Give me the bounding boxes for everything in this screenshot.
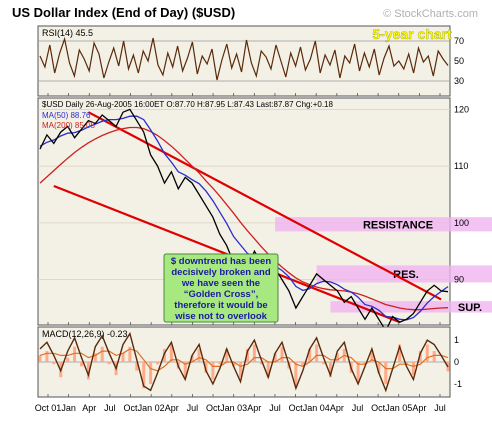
x-tick-label: Oct — [206, 403, 221, 413]
macd-line — [39, 331, 449, 393]
x-tick-label: Jan — [61, 403, 76, 413]
macd-tick-label: -1 — [454, 379, 462, 389]
x-tick-label: Apr — [330, 403, 344, 413]
rsi-y-axis: 30 50 70 — [454, 36, 464, 86]
legend-ma50: MA(50) 88.76 — [42, 111, 91, 120]
annotation-box — [163, 253, 279, 323]
zone-band — [330, 301, 492, 313]
rsi-panel-frame — [37, 25, 451, 97]
x-tick-label: Jan 02 — [138, 403, 165, 413]
x-tick-label: Jan 03 — [220, 403, 247, 413]
rsi-tick-label: 50 — [454, 56, 464, 66]
ma200-line — [39, 126, 449, 311]
macd-panel-title: MACD(12,26,9) -0.23 — [42, 329, 128, 339]
chart-title: US Dollar Index (End of Day) ($USD) — [12, 5, 235, 20]
x-tick-label: Jul — [352, 403, 364, 413]
x-axis: Oct 01 Jan Apr Jul Oct Jan 02 Apr Jul Oct Jan 03 A… — [35, 93, 446, 413]
rsi-reference-lines — [38, 40, 450, 82]
annotation-text-holder: $ downtrend has been decisively broken a… — [170, 256, 272, 322]
x-tick-label: Jul — [269, 403, 281, 413]
price-tick-label: 110 — [454, 161, 468, 171]
x-tick-label: Oct — [289, 403, 304, 413]
period-label: 5-year chart — [372, 26, 452, 42]
macd-panel: -1 0 1 MACD(12,26,9) -0.23 — [37, 326, 462, 398]
x-tick-label: Jan 04 — [303, 403, 330, 413]
macd-series — [38, 331, 450, 393]
rsi-series — [39, 36, 449, 81]
x-tick-label: Apr — [82, 403, 96, 413]
price-panel-title: $USD Daily 26-Aug-2005 16:00ET O:87.70 H… — [42, 100, 333, 109]
zone-band — [316, 265, 492, 283]
macd-tick-label: 1 — [454, 335, 459, 345]
rsi-tick-label: 70 — [454, 36, 464, 46]
annotation-text: $ downtrend has been decisively broken a… — [170, 256, 272, 322]
price-tick-label: 90 — [454, 275, 464, 285]
x-tick-label: Apr — [247, 403, 261, 413]
zone-label: RESISTANCE — [363, 219, 433, 231]
x-tick-label: Jul — [434, 403, 446, 413]
rsi-tick-label: 30 — [454, 76, 464, 86]
x-tick-label: Oct — [371, 403, 386, 413]
price-tick-label: 100 — [454, 218, 469, 228]
rsi-panel: RSI(14) 45.5 5-year chart 30 50 70 — [37, 25, 464, 97]
x-tick-label: Jan 05 — [385, 403, 412, 413]
watermark: © StockCharts.com — [383, 8, 478, 20]
x-tick-label: Jul — [187, 403, 199, 413]
rsi-line — [39, 36, 449, 81]
x-tick-label: Oct 01 — [35, 403, 62, 413]
x-tick-label: Apr — [165, 403, 179, 413]
price-y-axis: 90 100 110 120 — [454, 104, 469, 284]
x-tick-label: Apr — [412, 403, 426, 413]
zone-band — [275, 217, 492, 232]
macd-tick-label: 0 — [454, 357, 459, 367]
legend-ma200: MA(200) 85.05 — [42, 121, 95, 130]
zone-label: SUP. — [458, 302, 482, 314]
price-tick-label: 120 — [454, 104, 469, 114]
x-tick-label: Jul — [104, 403, 116, 413]
rsi-panel-title: RSI(14) 45.5 — [42, 28, 93, 38]
macd-y-axis: -1 0 1 — [454, 335, 462, 389]
x-tick-label: Oct — [124, 403, 139, 413]
